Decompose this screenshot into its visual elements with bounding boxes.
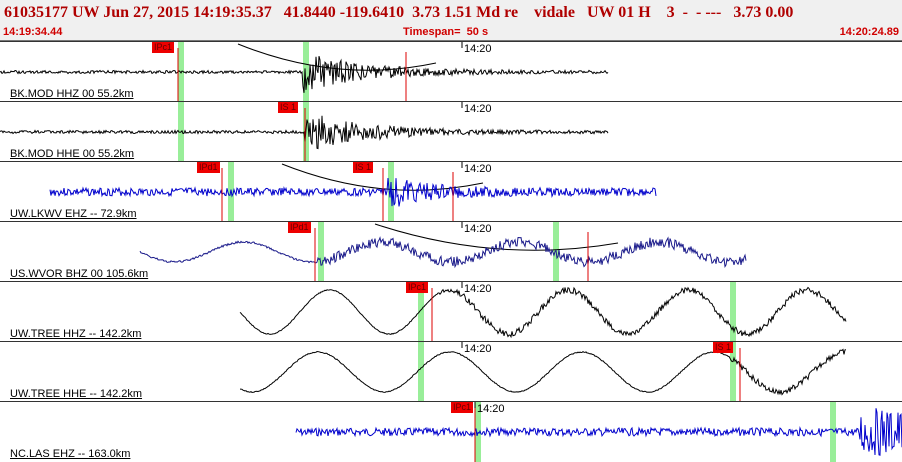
waveform-trace: [295, 408, 902, 456]
end-time: 14:20:24.89: [839, 26, 899, 38]
waveform-svg: [139, 222, 747, 282]
waveform-svg: [0, 102, 609, 162]
phase-window-band: [318, 222, 324, 282]
trace-panel[interactable]: 14:20 IS 1 BK.MOD HHE 00 55.2km: [0, 101, 902, 162]
waveform-trace: [139, 236, 747, 269]
phase-window-band: [418, 342, 424, 402]
time-marker-label: 14:20: [464, 43, 492, 55]
time-marker-label: 14:20: [464, 283, 492, 295]
time-marker-label: 14:20: [464, 343, 492, 355]
waveform-svg: [0, 42, 609, 102]
trace-panel[interactable]: 14:20 IPc1 UW.TREE HHZ -- 142.2km: [0, 281, 902, 342]
time-marker-label: 14:20: [464, 223, 492, 235]
waveform-svg: [49, 162, 657, 222]
trace-panel[interactable]: 14:20 IPc1 BK.MOD HHZ 00 55.2km: [0, 41, 902, 102]
waveform-svg: [239, 282, 847, 342]
header-bar: 61035177 UW Jun 27, 2015 14:19:35.37 41.…: [0, 0, 902, 41]
phase-pick-flag[interactable]: IPd1: [197, 162, 220, 173]
waveform-svg: [295, 402, 902, 462]
station-channel-label: NC.LAS EHZ -- 163.0km: [10, 448, 131, 460]
trace-panel[interactable]: 14:20 IPd1 US.WVOR BHZ 00 105.6km: [0, 221, 902, 282]
time-marker-label: 14:20: [477, 403, 505, 415]
trace-panel[interactable]: 14:20 IPd1 IS 1 UW.LKWV EHZ -- 72.9km: [0, 161, 902, 222]
event-title: 61035177 UW Jun 27, 2015 14:19:35.37 41.…: [4, 4, 794, 21]
station-channel-label: US.WVOR BHZ 00 105.6km: [10, 268, 149, 280]
phase-pick-flag[interactable]: IS 1: [713, 342, 734, 353]
phase-window-band: [730, 342, 736, 402]
phase-pick-flag[interactable]: IPc1: [451, 402, 474, 413]
phase-pick-flag[interactable]: IPc1: [406, 282, 429, 293]
phase-pick-flag-2[interactable]: IS 1: [353, 162, 374, 173]
phase-pick-flag[interactable]: IPd1: [288, 222, 311, 233]
trace-panel[interactable]: 14:20 IS 1 UW.TREE HHE -- 142.2km: [0, 341, 902, 402]
waveform-trace: [240, 348, 847, 396]
phase-window-band: [830, 402, 836, 462]
station-channel-label: UW.LKWV EHZ -- 72.9km: [10, 208, 137, 220]
station-channel-label: UW.TREE HHE -- 142.2km: [10, 388, 143, 400]
time-marker-label: 14:20: [464, 103, 492, 115]
phase-window-band: [418, 282, 424, 342]
waveform-svg: [240, 342, 847, 402]
timespan: Timespan= 50 s: [403, 26, 489, 38]
waveform-trace: [49, 177, 657, 207]
time-marker-label: 14:20: [464, 163, 492, 175]
phase-pick-flag[interactable]: IS 1: [278, 102, 299, 113]
start-time: 14:19:34.44: [3, 26, 63, 38]
phase-pick-flag[interactable]: IPc1: [152, 42, 175, 53]
station-channel-label: BK.MOD HHZ 00 55.2km: [10, 88, 134, 100]
station-channel-label: BK.MOD HHE 00 55.2km: [10, 148, 135, 160]
phase-window-band: [730, 282, 736, 342]
waveform-trace: [0, 115, 609, 150]
trace-panel[interactable]: 14:20 IPc1 NC.LAS EHZ -- 163.0km: [0, 401, 902, 462]
phase-window-band: [303, 42, 309, 102]
waveform-trace: [0, 55, 609, 93]
station-channel-label: UW.TREE HHZ -- 142.2km: [10, 328, 142, 340]
waveform-trace: [239, 286, 847, 339]
